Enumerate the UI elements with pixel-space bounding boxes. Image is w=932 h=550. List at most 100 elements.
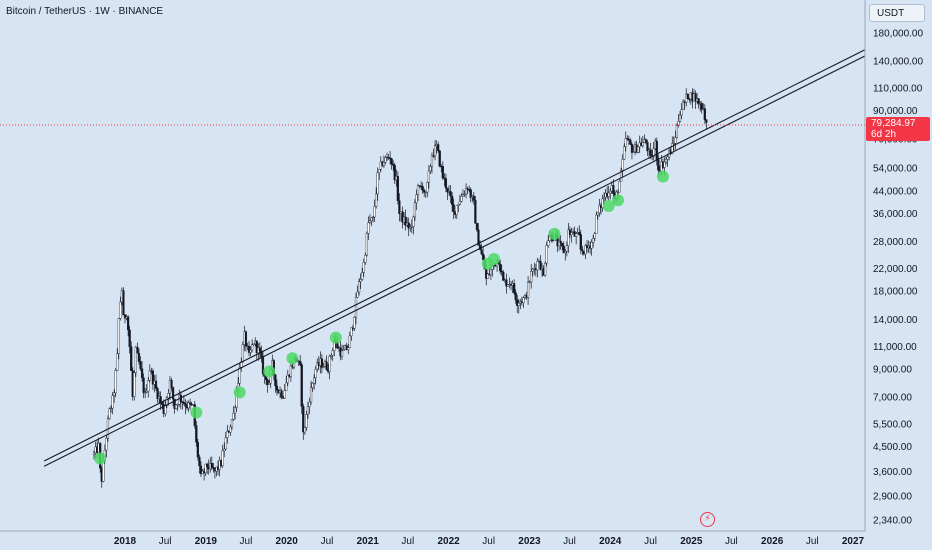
x-tick-label: 2027 xyxy=(842,536,865,547)
candle-body xyxy=(171,387,175,400)
candle-body xyxy=(705,119,708,123)
candle-body xyxy=(545,245,548,264)
trendline-touch-marker xyxy=(329,331,342,344)
candle-body xyxy=(133,372,136,397)
candle-body xyxy=(513,283,516,293)
symbol-title[interactable]: Bitcoin / TetherUS · 1W · BINANCE xyxy=(6,6,164,17)
candle-body xyxy=(359,279,362,282)
candle-body xyxy=(463,193,466,196)
candle-body xyxy=(368,220,372,223)
candle-body xyxy=(199,465,203,475)
trendline-touch-marker xyxy=(548,227,561,240)
candle-body xyxy=(429,166,432,172)
y-tick-label: 18,000.00 xyxy=(873,287,918,298)
candle-body xyxy=(680,109,683,116)
candle-body xyxy=(528,281,531,283)
candle-body xyxy=(164,405,167,414)
x-tick-label: 2020 xyxy=(276,536,299,547)
candle-body xyxy=(379,161,382,170)
time-axis-background[interactable] xyxy=(0,531,865,550)
candle-body xyxy=(671,143,674,154)
candle-body xyxy=(466,188,469,190)
candle-body xyxy=(502,271,505,281)
candle-body xyxy=(637,146,640,153)
y-tick-label: 7,000.00 xyxy=(873,393,912,404)
trendlines-layer[interactable] xyxy=(43,47,870,467)
candle-body xyxy=(139,361,142,369)
y-tick-label: 140,000.00 xyxy=(873,57,923,68)
candle-body xyxy=(370,217,373,221)
candle-body xyxy=(311,383,314,388)
candle-body xyxy=(609,190,612,194)
candle-body xyxy=(464,188,468,195)
candle-body xyxy=(206,463,209,468)
trendline-upper[interactable] xyxy=(43,47,870,462)
candle-body xyxy=(347,347,350,350)
trendline-touch-marker xyxy=(487,252,500,265)
candle-body xyxy=(154,380,158,389)
price-axis-background[interactable] xyxy=(865,0,932,550)
flash-icon[interactable]: ⚡ xyxy=(700,512,715,527)
x-tick-label: Jul xyxy=(644,536,657,547)
candle-body xyxy=(325,361,328,370)
candle-body xyxy=(258,347,261,352)
candle-body xyxy=(109,407,113,410)
x-tick-label: 2024 xyxy=(599,536,622,547)
candle-body xyxy=(128,329,131,347)
candle-body xyxy=(567,229,570,246)
candle-body xyxy=(376,172,379,195)
candle-body xyxy=(544,262,547,276)
candle-body xyxy=(280,390,283,398)
candle-body xyxy=(474,199,477,224)
candle-body xyxy=(300,364,303,407)
candle-body xyxy=(475,223,479,231)
candle-body xyxy=(505,279,508,287)
candle-body xyxy=(396,176,399,201)
y-tick-label: 180,000.00 xyxy=(873,29,923,40)
candle-body xyxy=(677,121,680,126)
trendline-lower[interactable] xyxy=(43,53,870,467)
trendline-touch-marker xyxy=(190,406,203,419)
candle-body xyxy=(302,406,305,433)
candle-body xyxy=(514,292,517,301)
x-tick-label: Jul xyxy=(806,536,819,547)
candle-body xyxy=(482,253,485,261)
candle-body xyxy=(697,98,700,105)
candle-body xyxy=(92,452,96,455)
candle-body xyxy=(433,145,437,157)
candle-body xyxy=(694,93,697,102)
candle-body xyxy=(247,345,251,353)
candle-body xyxy=(189,402,192,405)
candle-body xyxy=(581,249,584,252)
candle-body xyxy=(170,379,173,388)
candle-body xyxy=(409,227,412,229)
candle-body xyxy=(233,407,237,414)
candle-body xyxy=(559,240,562,244)
candle-body xyxy=(421,186,424,191)
candle-body xyxy=(221,450,224,466)
candle-body xyxy=(196,442,199,458)
candle-body xyxy=(598,205,601,213)
candle-body xyxy=(458,201,461,205)
candle-body xyxy=(672,142,675,145)
candle-body xyxy=(353,316,356,329)
currency-selector[interactable]: USDT xyxy=(869,4,925,22)
candle-body xyxy=(652,148,655,157)
candle-body xyxy=(584,245,587,255)
candle-body xyxy=(322,366,325,368)
candle-body xyxy=(156,388,159,399)
bar-countdown: 6d 2h xyxy=(871,129,897,140)
candle-body xyxy=(398,200,401,214)
candle-body xyxy=(593,233,596,239)
candle-body xyxy=(392,163,395,166)
y-tick-label: 54,000.00 xyxy=(873,164,918,175)
candle-body xyxy=(424,191,427,193)
candle-body xyxy=(384,157,387,163)
candle-body xyxy=(426,182,429,193)
candle-body xyxy=(151,370,155,385)
candle-body xyxy=(232,412,235,420)
candle-body xyxy=(649,149,652,156)
candle-body xyxy=(223,448,226,452)
